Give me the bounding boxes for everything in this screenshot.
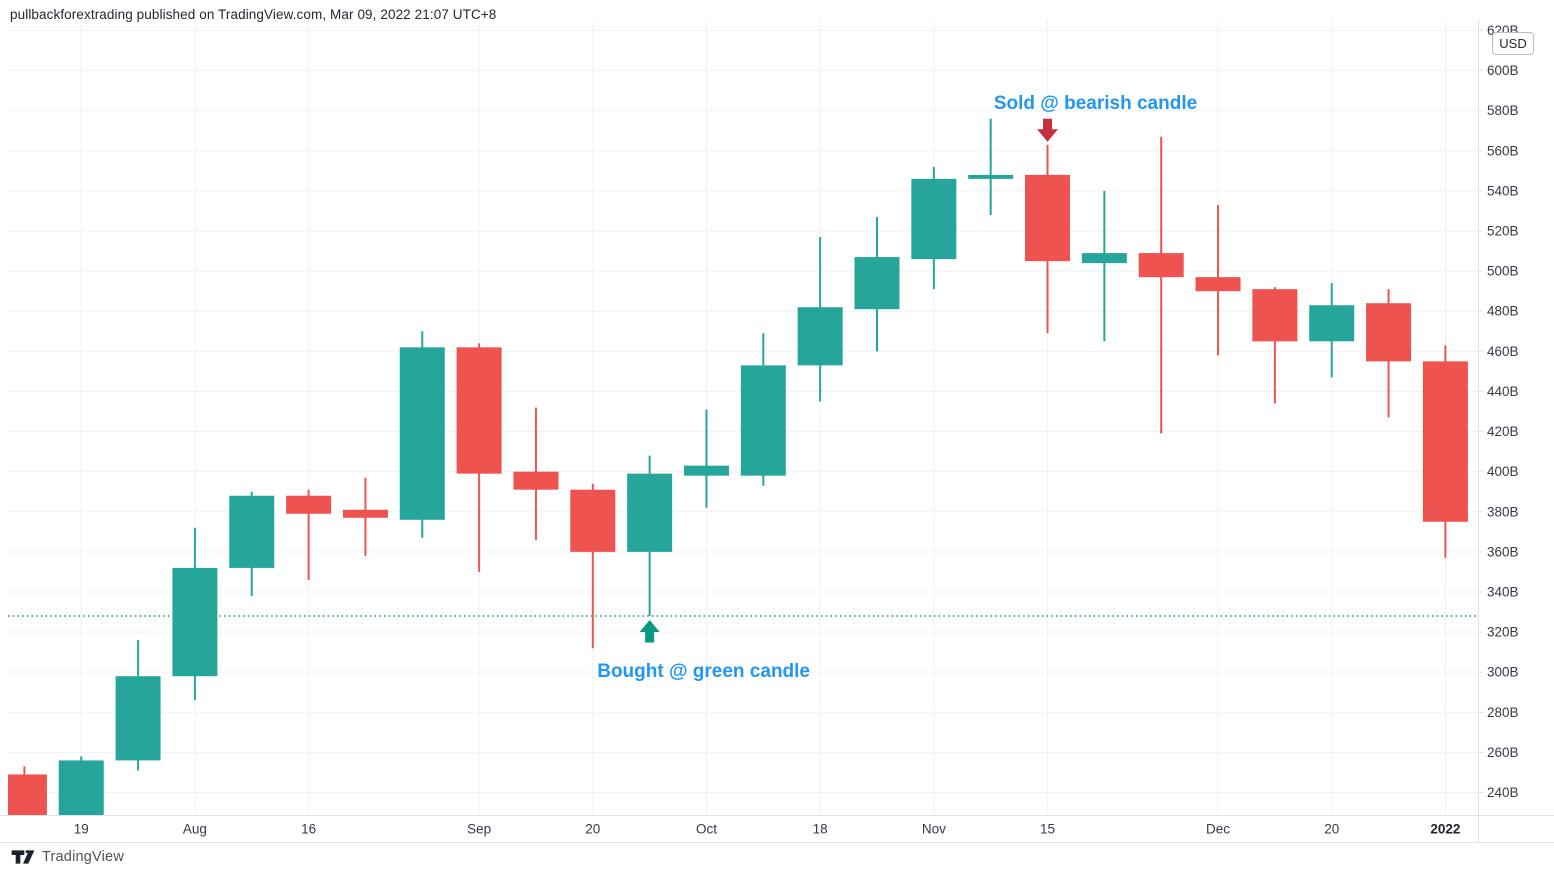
time-axis-label: 15 (1040, 822, 1055, 837)
bullish-candle-body (911, 178, 957, 260)
time-axis-label: 19 (74, 822, 89, 837)
trade-annotation-bought: Bought @ green candle (597, 620, 810, 682)
time-axis-label: Oct (696, 822, 717, 837)
time-axis-label: Sep (467, 822, 491, 837)
bullish-candle-body (399, 347, 445, 520)
bullish-candle-body (683, 465, 729, 476)
trade-annotation-sold: Sold @ bearish candle (994, 93, 1197, 142)
price-axis-label: 500B (1487, 264, 1519, 279)
bearish-candle-body (1138, 253, 1184, 278)
time-axis-label: Aug (183, 822, 207, 837)
bullish-candle-body (854, 257, 900, 310)
price-axis-label: 400B (1487, 464, 1519, 479)
price-axis-label: 460B (1487, 344, 1519, 359)
price-axis-label: 540B (1487, 183, 1519, 198)
currency-badge: USD (1492, 32, 1534, 55)
price-axis-label: 340B (1487, 584, 1519, 599)
price-axis-label: 560B (1487, 143, 1519, 158)
sell-arrow-icon (1037, 118, 1059, 142)
price-axis-label: 360B (1487, 544, 1519, 559)
bullish-candle-body (229, 495, 275, 568)
price-axis-label: 480B (1487, 304, 1519, 319)
bearish-candle-body (286, 495, 332, 514)
bearish-candle-body (342, 509, 388, 518)
time-axis-label: Dec (1206, 822, 1230, 837)
attribution-text: pullbackforextrading published on Tradin… (10, 7, 497, 22)
bought-annotation-text: Bought @ green candle (597, 661, 810, 682)
bearish-candle-body (513, 471, 559, 490)
price-axis-label: 600B (1487, 63, 1519, 78)
bullish-candle-body (1081, 253, 1127, 264)
time-axis-label: 18 (813, 822, 828, 837)
price-axis-label: 580B (1487, 103, 1519, 118)
footer-brand: TradingView (11, 849, 124, 865)
bearish-candle-body (456, 347, 502, 474)
bullish-candle-body (1309, 305, 1355, 342)
price-axis-label: 260B (1487, 745, 1519, 760)
price-axis-label: 240B (1487, 785, 1519, 800)
bearish-candle-body (1422, 361, 1468, 522)
bearish-candle-body (1252, 289, 1298, 342)
bearish-candle-body (570, 489, 616, 552)
brand-name: TradingView (42, 849, 124, 865)
time-axis-label: 16 (301, 822, 316, 837)
bearish-candle-body (1366, 303, 1412, 362)
bearish-candle-body (1025, 174, 1071, 262)
candle-series (8, 118, 1468, 816)
bullish-candle-body (968, 174, 1014, 179)
price-axis-label: 320B (1487, 625, 1519, 640)
price-axis-label: 300B (1487, 665, 1519, 680)
buy-arrow-icon (639, 620, 660, 643)
bearish-candle-body (8, 774, 47, 816)
price-axis-label: 520B (1487, 224, 1519, 239)
sold-annotation-text: Sold @ bearish candle (994, 93, 1197, 114)
bullish-candle-body (797, 307, 843, 366)
bearish-candle-body (1195, 277, 1241, 292)
bullish-candle-body (172, 567, 218, 677)
price-axis-label: 380B (1487, 504, 1519, 519)
time-axis-label: 20 (585, 822, 600, 837)
bullish-candle-body (58, 760, 104, 816)
price-axis-label: 280B (1487, 705, 1519, 720)
bullish-candle-body (115, 676, 161, 761)
price-axis-label: 420B (1487, 424, 1519, 439)
bullish-candle-body (627, 473, 673, 552)
price-axis-label: 440B (1487, 384, 1519, 399)
tradingview-logo-icon (11, 850, 35, 864)
time-axis-label: Nov (922, 822, 946, 837)
time-axis-label: 20 (1324, 822, 1339, 837)
bullish-candle-body (740, 365, 786, 476)
time-axis-label: 2022 (1430, 822, 1460, 837)
